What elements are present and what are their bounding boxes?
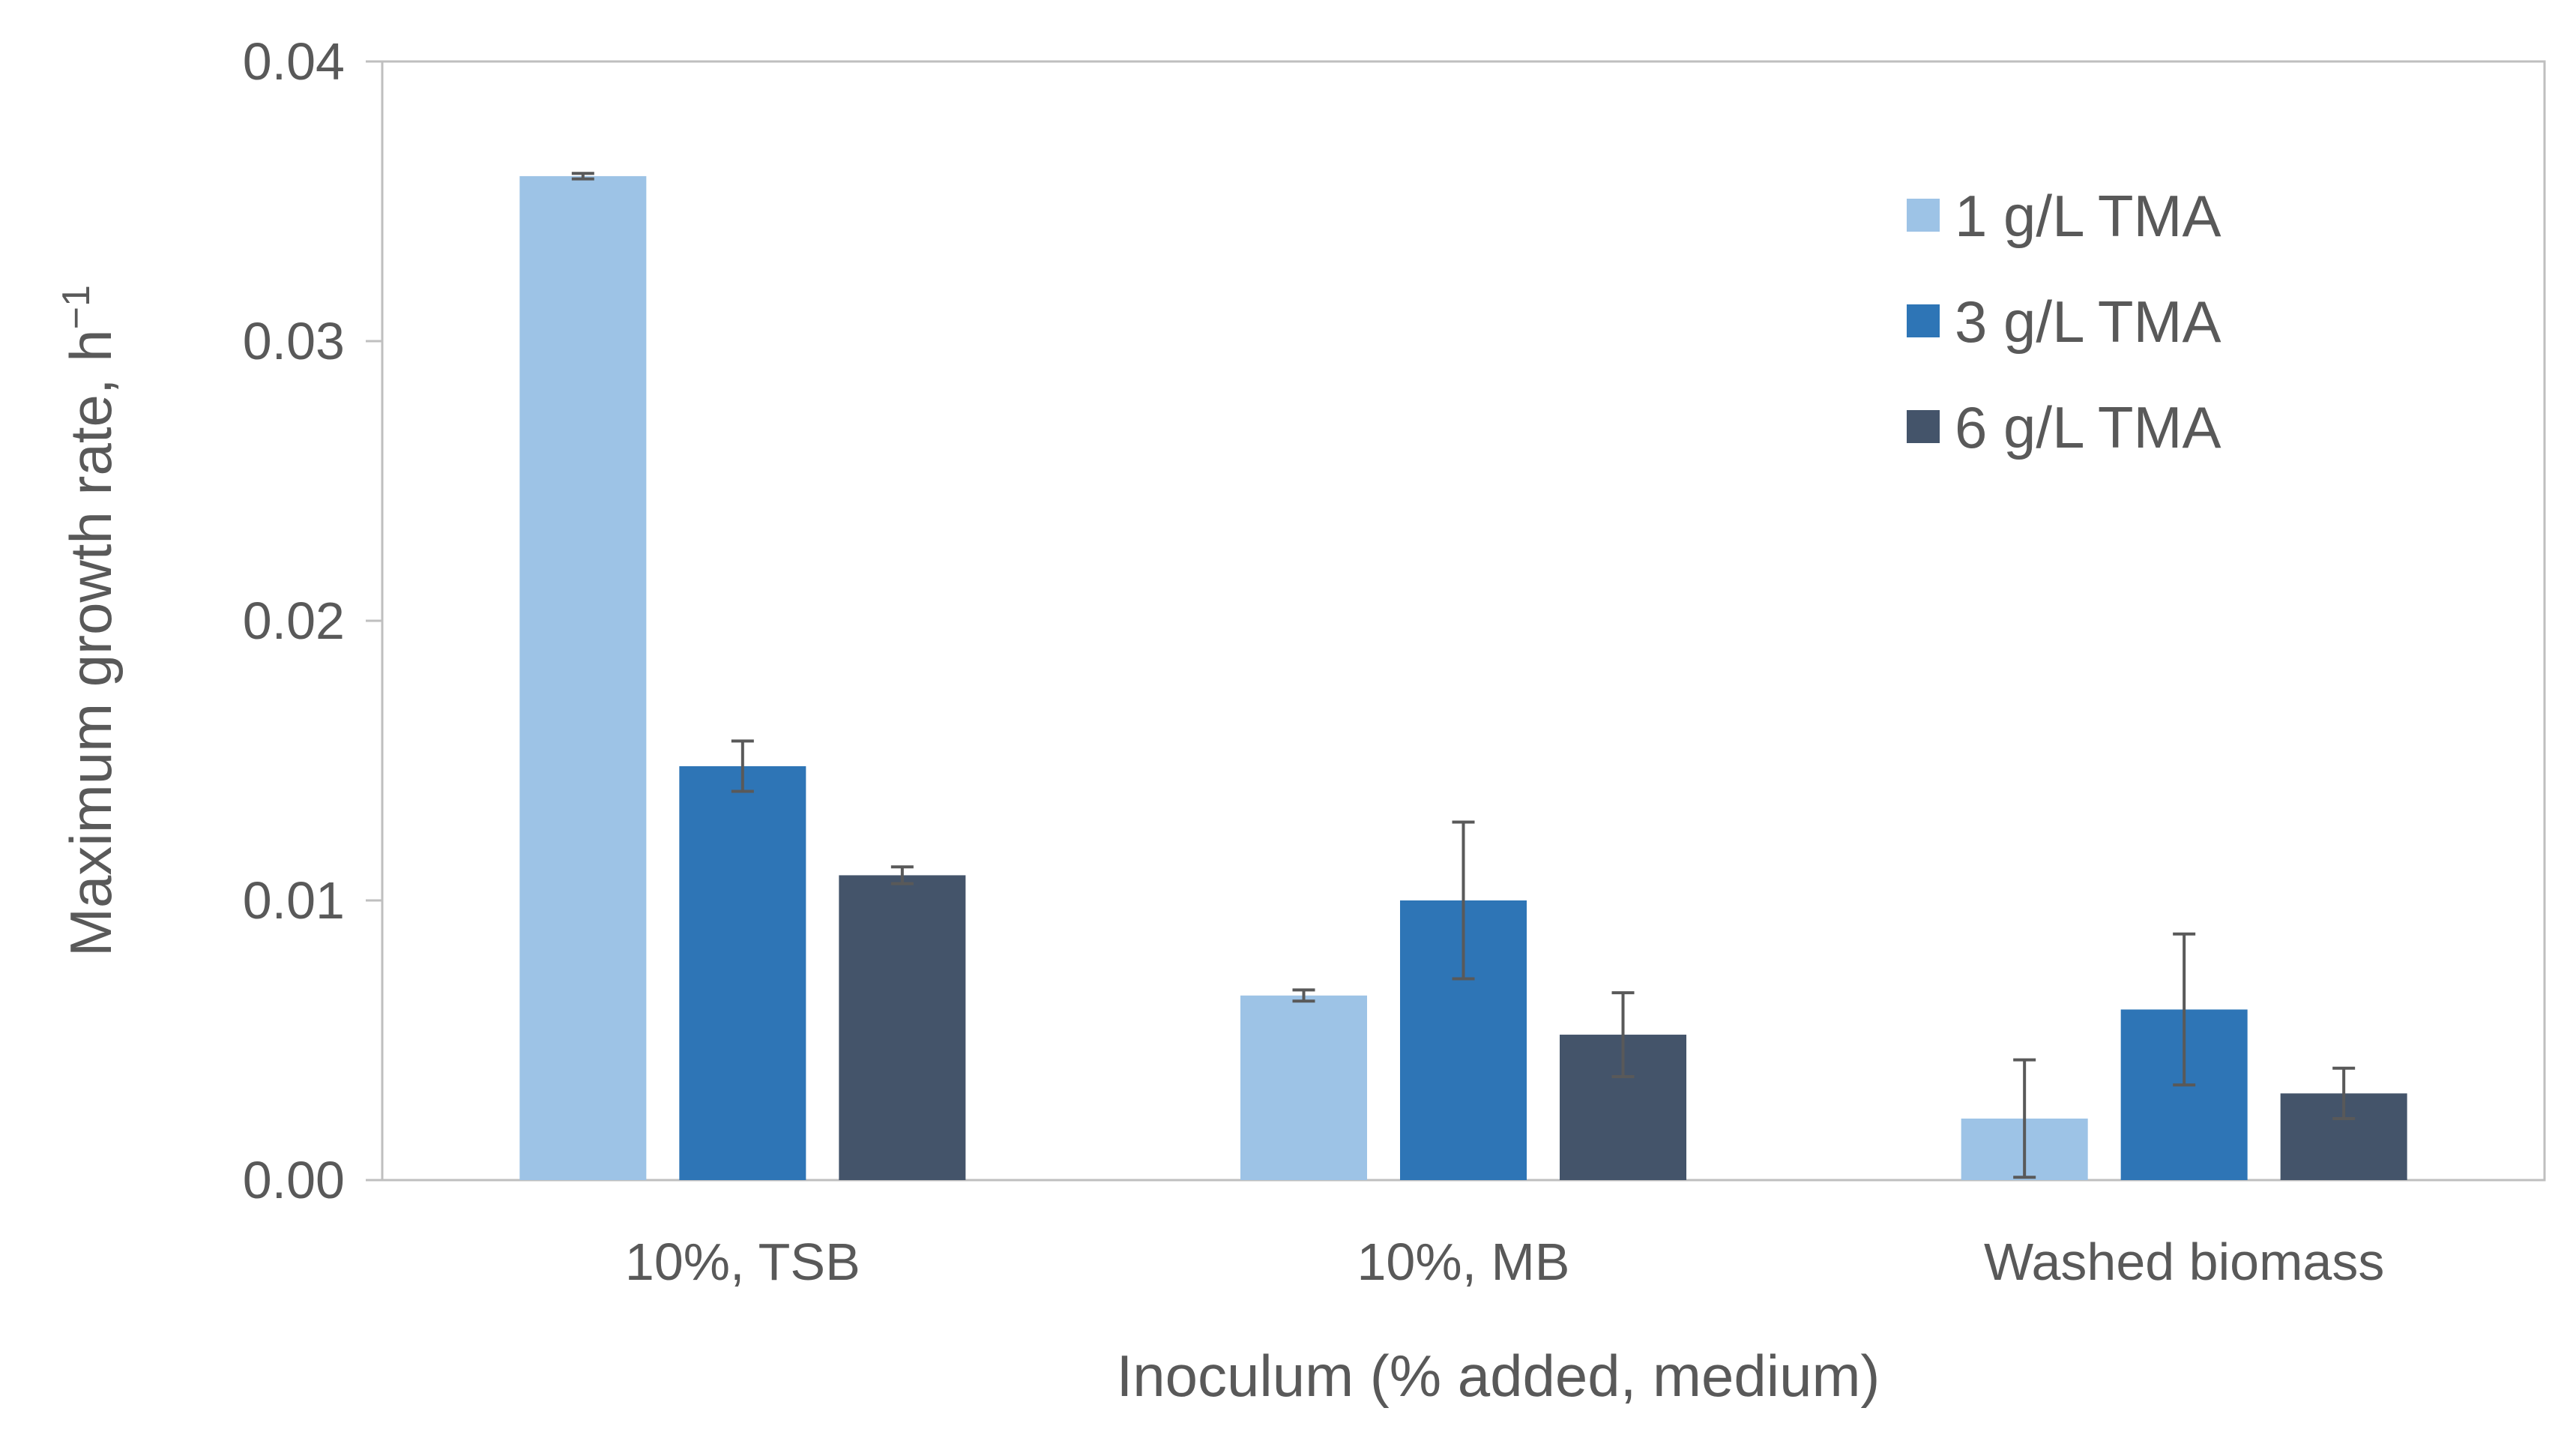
bar (679, 765, 806, 1180)
legend: 1 g/L TMA 3 g/L TMA 6 g/L TMA (1907, 183, 2221, 460)
y-tick-label: 0.00 (243, 1151, 345, 1209)
x-tick-label: 10%, MB (1357, 1233, 1570, 1291)
error-bars (571, 172, 2356, 1179)
y-tick-label: 0.04 (243, 32, 345, 91)
y-tick-label: 0.02 (243, 592, 345, 650)
y-axis: 0.00 0.01 0.02 0.03 0.04 (243, 32, 382, 1209)
bar (839, 875, 966, 1180)
legend-swatch (1907, 410, 1940, 443)
y-axis-title-main: Maximum growth rate, h (58, 329, 124, 957)
x-tick-label: 10%, TSB (625, 1233, 860, 1291)
bar (1240, 995, 1367, 1180)
y-axis-title-superscript: −1 (55, 285, 98, 329)
bar (519, 175, 647, 1181)
x-tick-label: Washed biomass (1984, 1233, 2384, 1291)
y-tick-label: 0.03 (243, 312, 345, 370)
x-axis-title: Inoculum (% added, medium) (1117, 1343, 1880, 1409)
x-axis: 10%, TSB 10%, MB Washed biomass (625, 1233, 2384, 1291)
legend-label: 6 g/L TMA (1955, 394, 2221, 460)
legend-label: 3 g/L TMA (1955, 289, 2221, 355)
legend-swatch (1907, 199, 1940, 232)
y-tick-label: 0.01 (243, 871, 345, 930)
bars (519, 175, 2407, 1181)
legend-label: 1 g/L TMA (1955, 183, 2221, 249)
legend-swatch (1907, 304, 1940, 337)
y-axis-title: Maximum growth rate, h−1 (55, 285, 124, 957)
